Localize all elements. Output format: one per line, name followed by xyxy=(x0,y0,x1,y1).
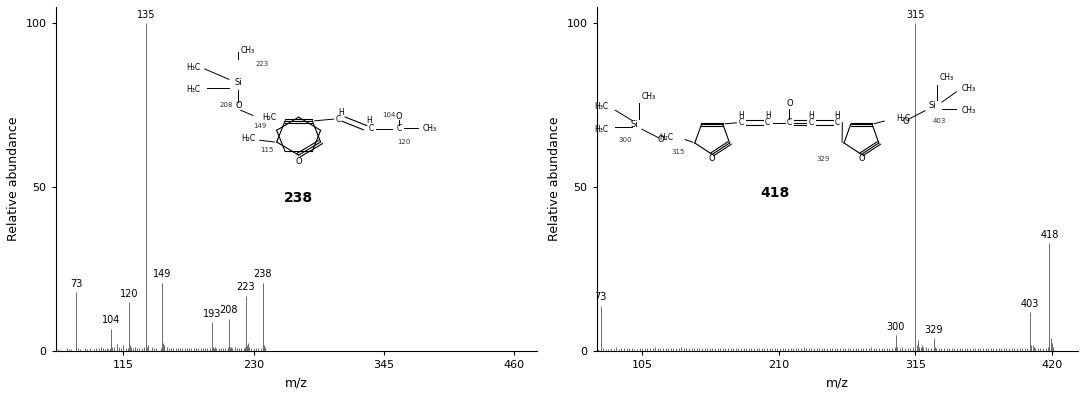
Y-axis label: Relative abundance: Relative abundance xyxy=(548,117,561,242)
Text: 300: 300 xyxy=(886,322,905,332)
Text: 238: 238 xyxy=(254,269,272,279)
Text: 223: 223 xyxy=(237,282,255,292)
Text: 208: 208 xyxy=(220,102,233,108)
Text: 300: 300 xyxy=(618,137,631,143)
Text: 149: 149 xyxy=(153,269,171,279)
Text: 329: 329 xyxy=(924,325,943,335)
Text: H: H xyxy=(739,111,744,120)
Text: H: H xyxy=(339,108,344,117)
Text: 315: 315 xyxy=(672,148,685,154)
Text: H₂C: H₂C xyxy=(241,134,255,143)
Text: H₃C: H₃C xyxy=(186,85,200,94)
Text: O: O xyxy=(709,154,715,164)
Text: 73: 73 xyxy=(595,292,607,302)
Text: 135: 135 xyxy=(137,10,155,20)
Text: 73: 73 xyxy=(69,279,82,289)
Text: C: C xyxy=(739,118,744,127)
Text: 208: 208 xyxy=(219,305,238,315)
Text: 149: 149 xyxy=(254,123,267,129)
Text: C: C xyxy=(808,118,814,127)
Y-axis label: Relative abundance: Relative abundance xyxy=(7,117,20,242)
Text: 223: 223 xyxy=(255,61,269,67)
Text: H₂C: H₂C xyxy=(659,133,673,142)
X-axis label: m/z: m/z xyxy=(826,376,848,389)
Text: 104: 104 xyxy=(102,315,120,325)
Text: 104: 104 xyxy=(383,112,396,118)
Text: C: C xyxy=(336,114,342,124)
Text: 315: 315 xyxy=(906,10,924,20)
X-axis label: m/z: m/z xyxy=(284,376,308,389)
Text: CH₃: CH₃ xyxy=(961,84,975,93)
Text: H: H xyxy=(765,111,770,120)
Text: H₃C: H₃C xyxy=(593,125,608,134)
Text: O: O xyxy=(235,101,242,110)
Text: C: C xyxy=(765,118,770,127)
Text: C: C xyxy=(368,124,373,133)
Text: 329: 329 xyxy=(816,156,830,162)
Text: O: O xyxy=(396,112,403,121)
Text: C: C xyxy=(834,118,840,127)
Text: C: C xyxy=(787,118,792,127)
Text: 120: 120 xyxy=(397,139,410,145)
Text: H: H xyxy=(808,111,814,120)
Text: 418: 418 xyxy=(1041,230,1059,240)
Text: H: H xyxy=(834,111,841,120)
Text: O: O xyxy=(658,135,664,144)
Text: Si: Si xyxy=(630,120,638,129)
Text: O: O xyxy=(903,116,909,126)
Text: 403: 403 xyxy=(933,118,946,124)
Text: H₂C: H₂C xyxy=(896,114,910,123)
Text: 115: 115 xyxy=(260,147,275,153)
Text: 418: 418 xyxy=(761,186,790,200)
Text: 238: 238 xyxy=(284,191,314,205)
Text: CH₃: CH₃ xyxy=(940,74,954,82)
Text: H: H xyxy=(366,116,372,125)
Text: 120: 120 xyxy=(120,289,139,299)
Text: C: C xyxy=(396,124,401,133)
Text: O: O xyxy=(295,157,302,166)
Text: Si: Si xyxy=(929,101,936,110)
Text: H₃C: H₃C xyxy=(186,63,200,72)
Text: H₂C: H₂C xyxy=(263,113,277,122)
Text: CH₃: CH₃ xyxy=(642,92,656,101)
Text: Si: Si xyxy=(234,78,242,87)
Text: CH₃: CH₃ xyxy=(961,106,975,115)
Text: 403: 403 xyxy=(1021,299,1039,309)
Text: H₃C: H₃C xyxy=(593,102,608,111)
Text: CH₃: CH₃ xyxy=(423,124,437,133)
Text: O: O xyxy=(786,99,793,109)
Text: 193: 193 xyxy=(203,308,221,319)
Text: O: O xyxy=(858,154,865,164)
Text: CH₃: CH₃ xyxy=(241,46,255,55)
